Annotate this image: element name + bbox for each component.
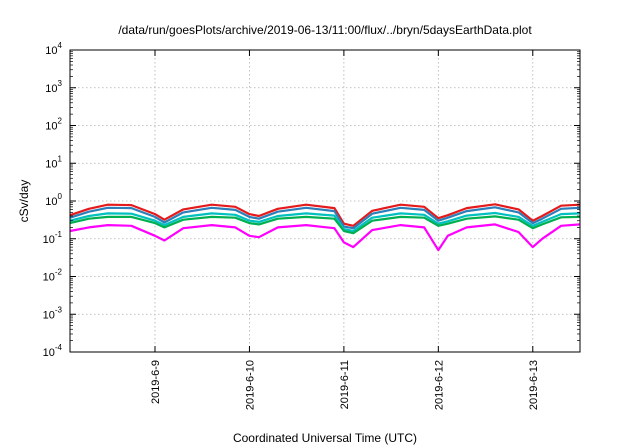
series-line-2 <box>69 206 581 230</box>
y-tick-label: 100 <box>45 192 62 208</box>
x-tick-label: 2019-6-12 <box>433 360 445 410</box>
x-tick-label: 2019-6-9 <box>150 360 162 404</box>
series-line-5 <box>69 223 581 252</box>
y-tick-label: 10-4 <box>43 343 63 359</box>
chart-title: /data/run/goesPlots/archive/2019-06-13/1… <box>118 23 532 37</box>
x-axis-label: Coordinated Universal Time (UTC) <box>233 431 417 445</box>
y-tick-label: 104 <box>45 41 62 57</box>
series-line-3 <box>69 211 581 233</box>
y-tick-label: 103 <box>45 79 62 95</box>
x-tick-label: 2019-6-11 <box>339 360 351 409</box>
x-tick-label: 2019-6-10 <box>244 360 256 410</box>
y-tick-label: 101 <box>45 154 62 170</box>
series-line-1 <box>69 203 581 227</box>
grid <box>70 50 580 352</box>
y-axis: 104 103 102 101 100 10-1 10-2 10-3 10-4 <box>43 41 580 359</box>
y-tick-label: 102 <box>45 117 62 133</box>
x-tick-label: 2019-6-13 <box>528 360 540 410</box>
series-line-4 <box>69 215 581 235</box>
series-group <box>69 203 581 252</box>
y-tick-label: 10-2 <box>43 268 63 284</box>
y-axis-label: cSv/day <box>17 180 31 223</box>
x-axis: 2019-6-9 2019-6-10 2019-6-11 2019-6-12 2019-… <box>150 50 540 410</box>
y-tick-label: 10-1 <box>43 230 63 246</box>
y-tick-label: 10-3 <box>43 305 63 321</box>
